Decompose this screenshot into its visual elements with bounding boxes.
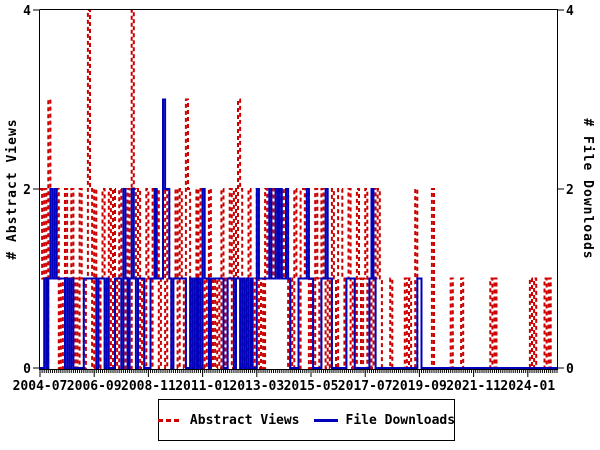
x-tick-label: 2015-05 <box>284 379 339 394</box>
left-y-tick-label: 0 <box>23 362 31 377</box>
right-y-tick-label: 2 <box>566 183 574 198</box>
x-tick-label: 2017-07 <box>338 379 393 394</box>
legend-label: File Downloads <box>345 412 456 428</box>
x-tick-label: 2008-11 <box>121 379 176 394</box>
x-tick-label: 2013-03 <box>229 379 284 394</box>
legend-label: Abstract Views <box>189 412 300 428</box>
left-y-tick-label: 4 <box>23 4 31 19</box>
file-downloads-line <box>40 98 557 369</box>
legend-item-abstract-views: Abstract Views <box>157 412 300 428</box>
x-tick-label: 2004-07 <box>13 379 68 394</box>
red-dashed-line-sample-icon <box>157 418 182 422</box>
chart-legend: Abstract Views File Downloads <box>157 399 456 441</box>
left-y-axis-label: # Abstract Views <box>5 118 20 260</box>
x-tick-label: 2011-01 <box>175 379 230 394</box>
x-tick-label: 2021-11 <box>446 379 501 394</box>
x-minor-ticks <box>39 370 558 373</box>
x-tick-label: 2024-01 <box>500 379 555 394</box>
right-y-axis-label: # File Downloads <box>580 118 595 260</box>
x-tick-label: 2006-09 <box>67 379 122 394</box>
x-tick-label: 2019-09 <box>392 379 447 394</box>
blue-solid-line-sample-icon <box>313 418 338 422</box>
legend-item-file-downloads: File Downloads <box>313 412 456 428</box>
right-y-tick-label: 4 <box>566 4 574 19</box>
left-y-tick-label: 2 <box>23 183 31 198</box>
right-y-tick-label: 0 <box>566 362 574 377</box>
